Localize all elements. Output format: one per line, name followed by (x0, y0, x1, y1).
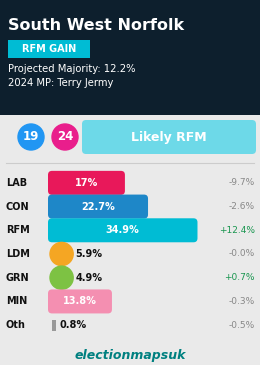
Bar (52, 319, 56, 331)
FancyBboxPatch shape (48, 218, 198, 242)
Text: RFM GAIN: RFM GAIN (22, 44, 76, 54)
Text: -0.0%: -0.0% (229, 250, 255, 258)
Text: -2.6%: -2.6% (229, 202, 255, 211)
Text: RFM: RFM (6, 225, 30, 235)
FancyBboxPatch shape (48, 289, 112, 314)
Text: 17%: 17% (75, 178, 98, 188)
Circle shape (18, 124, 44, 150)
Text: Oth: Oth (6, 320, 26, 330)
FancyBboxPatch shape (48, 195, 148, 219)
Text: 19: 19 (23, 131, 39, 143)
Circle shape (50, 242, 73, 266)
FancyBboxPatch shape (48, 171, 125, 195)
Text: 13.8%: 13.8% (63, 296, 97, 307)
Circle shape (52, 124, 78, 150)
Text: 24: 24 (57, 131, 73, 143)
Text: +0.7%: +0.7% (224, 273, 255, 282)
Text: 2024 MP: Terry Jermy: 2024 MP: Terry Jermy (8, 78, 113, 88)
Text: -0.5%: -0.5% (229, 320, 255, 330)
Text: South West Norfolk: South West Norfolk (8, 18, 184, 33)
Text: LDM: LDM (6, 249, 30, 259)
Text: Likely RFM: Likely RFM (131, 131, 207, 143)
FancyBboxPatch shape (8, 40, 90, 58)
Text: 34.9%: 34.9% (106, 225, 140, 235)
Circle shape (50, 266, 73, 289)
Text: -0.3%: -0.3% (229, 297, 255, 306)
Text: CON: CON (6, 201, 30, 212)
Text: 4.9%: 4.9% (75, 273, 102, 283)
Text: MIN: MIN (6, 296, 27, 307)
Text: Projected Majority: 12.2%: Projected Majority: 12.2% (8, 64, 135, 74)
Text: 22.7%: 22.7% (81, 201, 115, 212)
Text: 0.8%: 0.8% (59, 320, 86, 330)
Text: -9.7%: -9.7% (229, 178, 255, 187)
Text: electionmapsuk: electionmapsuk (74, 349, 186, 361)
FancyBboxPatch shape (82, 120, 256, 154)
Bar (0, 0, 260, 115)
Text: GRN: GRN (6, 273, 30, 283)
Text: +12.4%: +12.4% (219, 226, 255, 235)
Text: LAB: LAB (6, 178, 27, 188)
Text: 5.9%: 5.9% (75, 249, 102, 259)
